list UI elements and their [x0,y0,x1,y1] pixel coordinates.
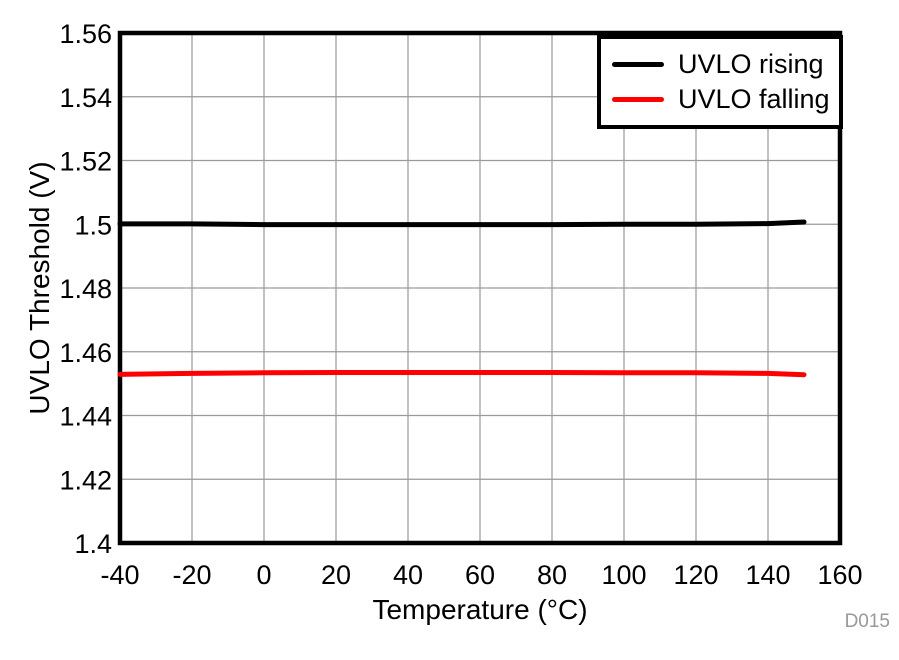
x-tick-label: 40 [393,560,423,590]
x-tick-label: -20 [172,560,211,590]
y-tick-label: 1.54 [59,83,112,113]
y-tick-label: 1.48 [59,274,112,304]
y-tick-label: 1.4 [74,529,112,559]
x-tick-label: 120 [673,560,718,590]
x-tick-label: 80 [537,560,567,590]
legend-label-uvlo-rising: UVLO rising [678,49,824,79]
legend: UVLO rising UVLO falling [597,35,843,129]
legend-item-uvlo-falling: UVLO falling [612,82,839,117]
x-tick-label: 20 [321,560,351,590]
y-tick-label: 1.46 [59,338,112,368]
y-tick-label: 1.52 [59,147,112,177]
y-tick-label: 1.56 [59,19,112,49]
plot-frame [117,30,843,546]
uvlo-falling-line-swatch [612,97,664,102]
y-axis-title: UVLO Threshold (V) [24,161,55,415]
y-tick-label: 1.5 [74,210,112,240]
x-tick-label: -40 [100,560,139,590]
x-axis-title: Temperature (°C) [372,594,588,625]
series-line-uvlo-rising [117,219,807,228]
x-tick-label: 160 [817,560,862,590]
x-tick-label: 100 [601,560,646,590]
legend-label-uvlo-falling: UVLO falling [678,84,830,114]
watermark-code: D015 [844,611,890,632]
uvlo-rising-line-swatch [612,62,664,67]
x-tick-label: 60 [465,560,495,590]
x-tick-label: 0 [256,560,271,590]
legend-item-uvlo-rising: UVLO rising [612,47,839,82]
y-tick-label: 1.44 [59,402,112,432]
y-tick-label: 1.42 [59,465,112,495]
series-line-uvlo-falling [117,369,807,378]
x-tick-label: 140 [745,560,790,590]
